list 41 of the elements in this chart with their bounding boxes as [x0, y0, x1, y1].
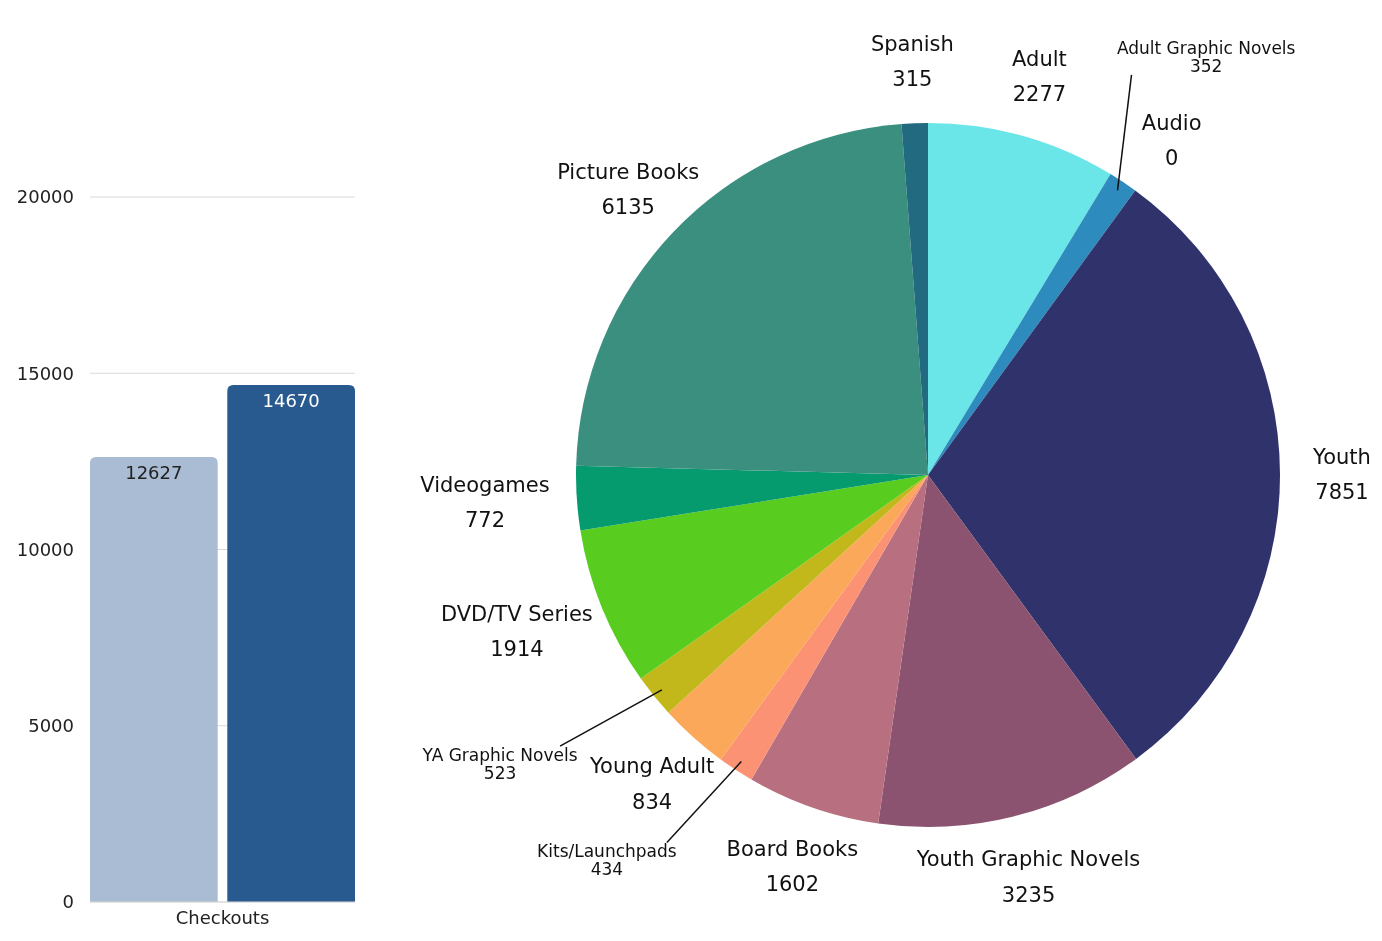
pie-slice: [751, 475, 928, 824]
y-tick-label: 15000: [16, 362, 74, 384]
data-label: 523: [483, 762, 517, 783]
data-label: 6135: [601, 195, 655, 220]
y-tick-label: 10000: [16, 538, 74, 560]
slice-label: DVD/TV Series: [440, 602, 593, 627]
slice-label: Spanish: [870, 32, 954, 56]
data-label: 14670: [262, 389, 320, 411]
data-label: 12627: [125, 461, 183, 483]
data-label: 3235: [1001, 882, 1056, 907]
data-label: 434: [590, 859, 624, 880]
data-label: 772: [464, 508, 506, 533]
pie-slice: [928, 123, 1111, 475]
y-tick-label: 20000: [16, 186, 74, 208]
slice-label: Adult Graphic Novels: [1116, 38, 1296, 59]
pie-slice: [576, 465, 928, 531]
data-label: 7851: [1315, 480, 1369, 505]
pie-slice: [928, 174, 1136, 475]
slice-label: Youth Graphic Novels: [915, 847, 1141, 872]
pie-slice: [720, 475, 928, 780]
text: 0: [1165, 146, 1179, 171]
slice-label: Young Adult: [589, 754, 715, 779]
slice-label: YA Graphic Novels: [421, 744, 578, 765]
y-tick-label: 5000: [28, 715, 74, 737]
category-label: Audio: [1141, 111, 1202, 136]
x-axis-title: Checkouts: [175, 907, 270, 928]
data-label: 2277: [1012, 82, 1067, 107]
y-tick-label: 0: [62, 891, 74, 913]
data-label: 315: [892, 67, 933, 92]
data-label: 834: [632, 789, 673, 814]
pie-slice: [928, 190, 1280, 759]
pie-slice: [878, 475, 1137, 827]
slice-label: Kits/Launchpads: [537, 841, 677, 862]
pie-slice: [640, 475, 928, 713]
slice-label: Youth: [1312, 445, 1371, 470]
slice-label: Board Books: [726, 836, 859, 861]
data-label: 1914: [490, 637, 544, 662]
data-label: 1602: [765, 872, 820, 897]
slice-label: Videogames: [420, 472, 550, 497]
slice-label: Picture Books: [557, 160, 700, 185]
slice-label: Adult: [1012, 46, 1067, 71]
